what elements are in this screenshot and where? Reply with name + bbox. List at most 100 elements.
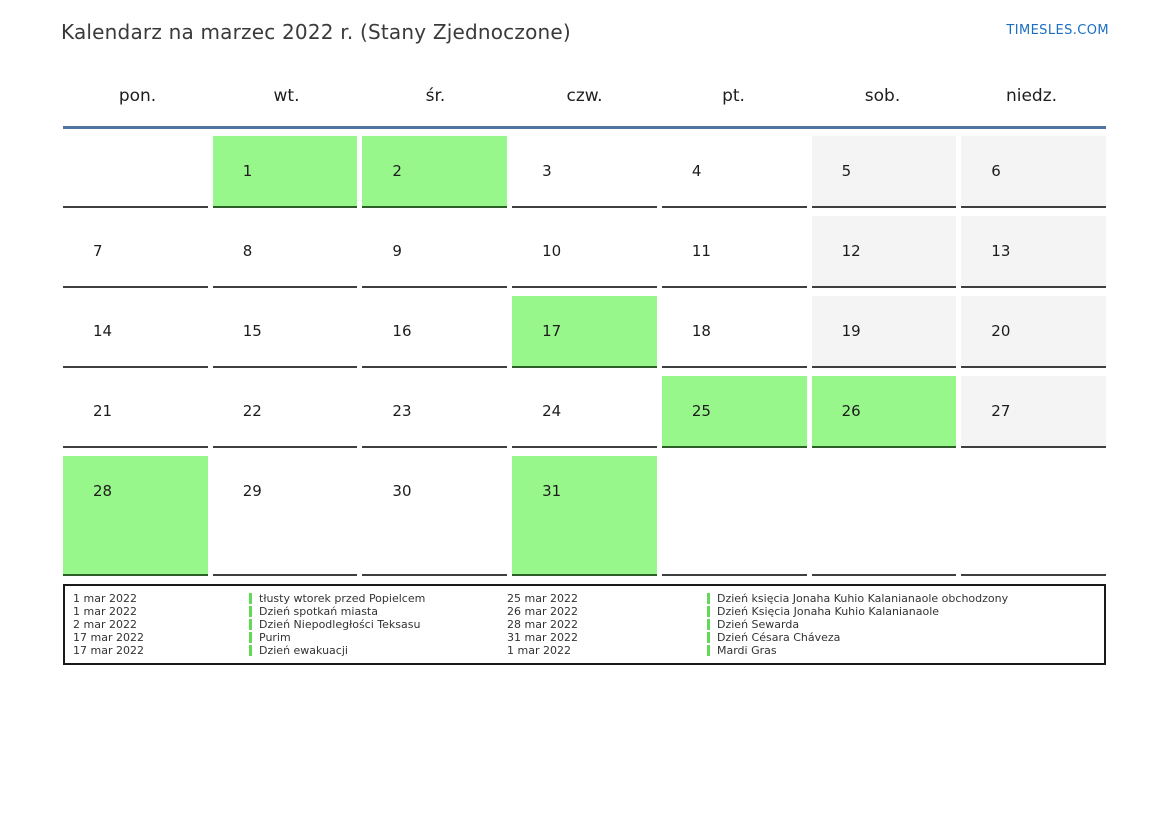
- calendar-day-cell: 26: [811, 376, 957, 448]
- calendar-day-cell: 3: [512, 136, 657, 208]
- legend-event: Dzień ewakuacji: [249, 644, 507, 657]
- day-number: 10: [542, 242, 562, 260]
- calendar: pon. wt. śr. czw. pt. sob. niedz. 1 2 3 4 5 6 7 8 9 10 1…: [63, 86, 1106, 576]
- calendar-week-row: 28 29 30 31: [63, 456, 1106, 576]
- calendar-day-cell: 30: [362, 456, 508, 576]
- calendar-day-cell: 7: [63, 216, 208, 288]
- event-color-bar-icon: [707, 645, 710, 656]
- day-number: 8: [242, 242, 253, 260]
- legend-event: Mardi Gras: [707, 644, 1104, 657]
- calendar-day-cell: 17: [512, 296, 657, 368]
- day-number: 18: [691, 322, 711, 340]
- legend-event-name: Purim: [259, 631, 291, 644]
- weekday-header: wt.: [273, 86, 300, 106]
- legend-event-name: Dzień Księcia Jonaha Kuhio Kalanianaole: [717, 605, 940, 618]
- event-color-bar-icon: [249, 606, 252, 617]
- weekday-header: sob.: [864, 86, 901, 106]
- day-number: 2: [392, 162, 402, 180]
- day-number: 13: [991, 242, 1011, 260]
- day-number: 4: [691, 162, 702, 180]
- weekday-header: pt.: [722, 86, 745, 106]
- weekday-header: niedz.: [1005, 86, 1058, 106]
- calendar-day-cell: 19: [811, 296, 957, 368]
- weekday-header: pon.: [118, 86, 157, 106]
- calendar-day-cell: 27: [961, 376, 1106, 448]
- day-number: 29: [242, 482, 262, 500]
- day-number: 11: [691, 242, 711, 260]
- day-number: 17: [542, 322, 562, 340]
- day-number: 9: [392, 242, 402, 260]
- weekday-header: czw.: [566, 86, 603, 106]
- legend-grid: 1 mar 2022 tłusty wtorek przed Popielcem 2…: [63, 584, 1106, 665]
- legend-event-name: Dzień spotkań miasta: [259, 605, 378, 618]
- day-number: 15: [242, 322, 262, 340]
- header-separator-line: [63, 126, 1106, 129]
- calendar-day-cell: 22: [212, 376, 358, 448]
- calendar-day-cell: 10: [512, 216, 657, 288]
- calendar-day-cell: 23: [362, 376, 508, 448]
- day-number: 20: [991, 322, 1011, 340]
- day-number: 24: [542, 402, 562, 420]
- calendar-day-cell: 20: [961, 296, 1106, 368]
- event-color-bar-icon: [249, 619, 252, 630]
- calendar-day-cell: 9: [362, 216, 508, 288]
- legend-event: Dzień Księcia Jonaha Kuhio Kalanianaole: [707, 605, 1104, 618]
- legend-event-date: 26 mar 2022: [507, 605, 578, 618]
- calendar-day-cell: 28: [63, 456, 208, 576]
- calendar-week-row: 7 8 9 10 11 12 13: [63, 216, 1106, 288]
- day-number: 28: [93, 482, 113, 500]
- event-color-bar-icon: [707, 632, 710, 643]
- calendar-week-row: 1 2 3 4 5 6: [63, 136, 1106, 208]
- site-link[interactable]: TIMESLES.COM: [1006, 23, 1109, 38]
- event-color-bar-icon: [249, 645, 252, 656]
- event-color-bar-icon: [249, 593, 252, 604]
- day-number: 21: [93, 402, 113, 420]
- calendar-day-cell: 18: [661, 296, 807, 368]
- calendar-day-cell: 24: [512, 376, 657, 448]
- day-number: 16: [392, 322, 412, 340]
- legend-event-name: Mardi Gras: [717, 644, 777, 657]
- calendar-day-cell: 2: [362, 136, 508, 208]
- day-number: 23: [392, 402, 412, 420]
- day-number: 7: [93, 242, 103, 260]
- calendar-day-cell: 4: [661, 136, 807, 208]
- day-number: 26: [841, 402, 861, 420]
- calendar-day-cell: 25: [661, 376, 807, 448]
- event-color-bar-icon: [249, 632, 252, 643]
- legend-event-date: 25 mar 2022: [507, 592, 578, 605]
- page-title: Kalendarz na marzec 2022 r. (Stany Zjedn…: [61, 20, 571, 44]
- calendar-empty-cell: [961, 456, 1106, 576]
- calendar-day-cell: 6: [961, 136, 1106, 208]
- legend-event-date: 28 mar 2022: [507, 618, 578, 631]
- legend-event-name: Dzień księcia Jonaha Kuhio Kalanianaole …: [717, 592, 1009, 605]
- day-number: 31: [542, 482, 562, 500]
- weekday-header: śr.: [425, 86, 446, 106]
- calendar-day-cell: 13: [961, 216, 1106, 288]
- legend-event: Dzień księcia Jonaha Kuhio Kalanianaole …: [707, 592, 1104, 605]
- weekday-row: pon. wt. śr. czw. pt. sob. niedz.: [63, 86, 1106, 126]
- legend-event-date: 31 mar 2022: [507, 631, 578, 644]
- legend-event-name: Dzień Sewarda: [717, 618, 800, 631]
- legend-event-date: 2 mar 2022: [73, 618, 137, 631]
- legend-event-date: 17 mar 2022: [73, 631, 144, 644]
- legend-event: Dzień spotkań miasta: [249, 605, 507, 618]
- legend-event: Dzień Césara Cháveza: [707, 631, 1104, 644]
- legend-event-date: 1 mar 2022: [73, 592, 137, 605]
- legend-event: tłusty wtorek przed Popielcem: [249, 592, 507, 605]
- legend-event-name: Dzień ewakuacji: [259, 644, 348, 657]
- calendar-empty-cell: [661, 456, 807, 576]
- legend-event-date: 1 mar 2022: [73, 605, 137, 618]
- calendar-day-cell: 15: [212, 296, 358, 368]
- calendar-day-cell: 11: [661, 216, 807, 288]
- calendar-day-cell: 16: [362, 296, 508, 368]
- legend-event: Purim: [249, 631, 507, 644]
- day-number: 30: [392, 482, 412, 500]
- day-number: 5: [841, 162, 852, 180]
- event-color-bar-icon: [707, 619, 710, 630]
- calendar-day-cell: 14: [63, 296, 208, 368]
- day-number: 12: [841, 242, 861, 260]
- topbar: Kalendarz na marzec 2022 r. (Stany Zjedn…: [0, 0, 1169, 44]
- event-color-bar-icon: [707, 593, 710, 604]
- event-color-bar-icon: [707, 606, 710, 617]
